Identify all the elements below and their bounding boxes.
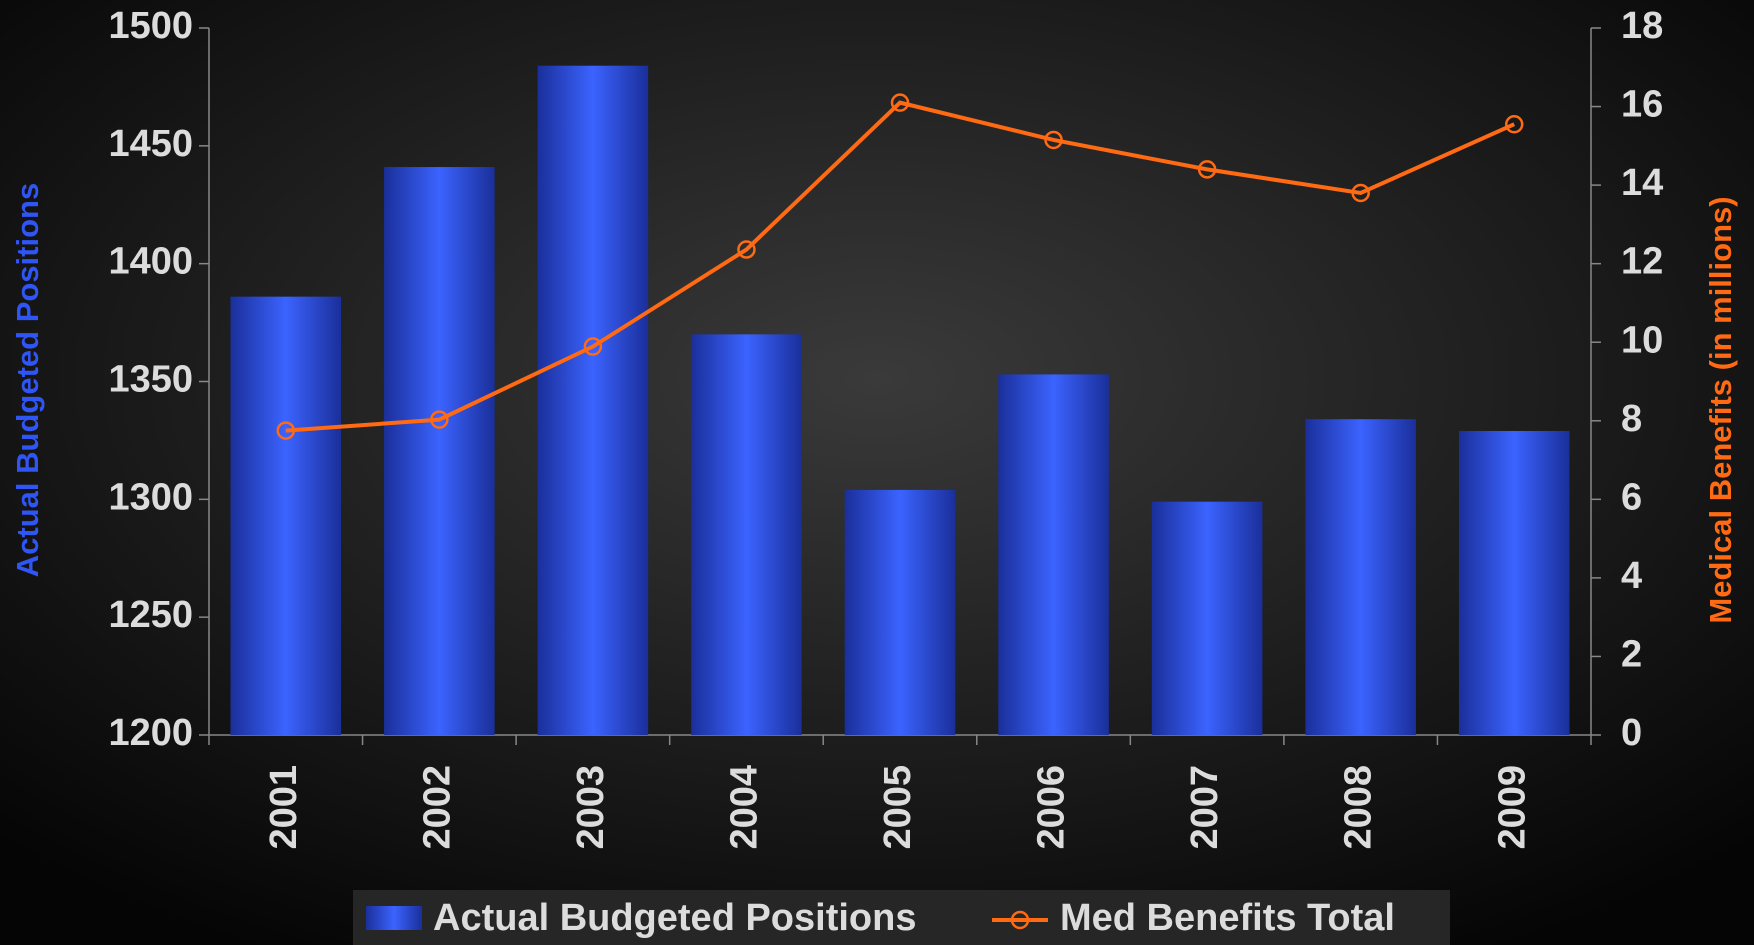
y-tick-label: 1400 <box>108 241 193 283</box>
x-tick-label: 2006 <box>1031 765 1073 850</box>
legend-label: Actual Budgeted Positions <box>433 897 916 939</box>
bar <box>1151 501 1263 735</box>
bar <box>537 65 649 735</box>
y-tick-label: 1350 <box>108 359 193 401</box>
line-point <box>430 410 449 429</box>
legend-box <box>353 890 1450 945</box>
x-tick-label: 2005 <box>877 765 919 850</box>
line-point <box>737 240 756 259</box>
x-tick-label: 2008 <box>1338 765 1380 850</box>
y2-tick-label: 4 <box>1621 555 1642 597</box>
y2-axis-label: Medical Benefits (in millions) <box>1703 196 1738 623</box>
legend-swatch <box>366 906 422 930</box>
x-tick-label: 2001 <box>263 765 305 850</box>
bar <box>691 334 802 735</box>
y2-tick-label: 12 <box>1621 241 1663 283</box>
y-tick-label: 1200 <box>108 712 193 754</box>
bar <box>384 167 495 735</box>
x-tick-label: 2004 <box>723 765 765 850</box>
line-point <box>890 93 910 112</box>
bar <box>998 374 1109 735</box>
legend-swatch <box>1010 910 1030 930</box>
bar <box>230 296 342 735</box>
bar <box>844 489 956 735</box>
line-point <box>1197 160 1217 179</box>
bar <box>1305 419 1416 735</box>
y2-tick-label: 16 <box>1621 84 1663 126</box>
y2-tick-label: 8 <box>1621 398 1642 440</box>
y2-tick-label: 0 <box>1621 712 1642 754</box>
y-tick-label: 1250 <box>108 594 193 636</box>
y2-tick-label: 10 <box>1621 319 1663 361</box>
bar <box>1458 430 1570 735</box>
y-tick-label: 1500 <box>108 5 193 47</box>
x-tick-label: 2002 <box>416 765 458 850</box>
line-point <box>276 421 296 440</box>
line-point <box>1044 130 1063 150</box>
y-tick-label: 1450 <box>108 123 193 165</box>
legend-label: Med Benefits Total <box>1060 897 1395 939</box>
y2-tick-label: 18 <box>1621 5 1663 47</box>
x-tick-label: 2003 <box>570 765 612 850</box>
x-tick-label: 2009 <box>1491 765 1533 850</box>
line-point <box>583 337 603 356</box>
line <box>285 100 1516 433</box>
y2-tick-label: 14 <box>1621 162 1663 204</box>
line-point <box>1351 183 1370 203</box>
line-point <box>1504 114 1524 134</box>
y2-tick-label: 6 <box>1621 476 1642 518</box>
y-axis-label: Actual Budgeted Positions <box>10 183 45 577</box>
y2-tick-label: 2 <box>1621 633 1642 675</box>
y-tick-label: 1300 <box>108 476 193 518</box>
x-tick-label: 2007 <box>1184 765 1226 850</box>
